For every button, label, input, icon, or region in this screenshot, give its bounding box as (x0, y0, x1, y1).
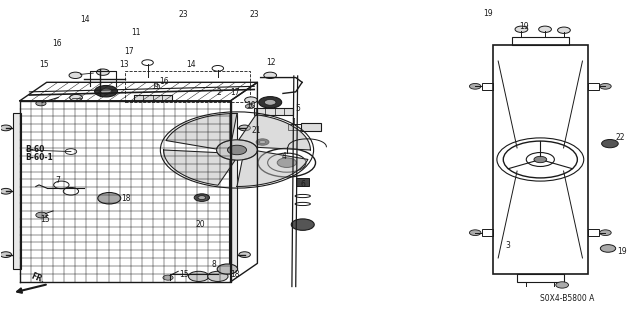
Bar (512, 37, 569, 45)
Text: 13: 13 (119, 60, 129, 69)
Circle shape (36, 101, 46, 106)
Circle shape (600, 230, 611, 235)
Text: 1: 1 (291, 117, 296, 127)
Circle shape (70, 94, 83, 101)
Circle shape (207, 271, 228, 281)
Text: 21: 21 (251, 126, 260, 135)
Bar (301, 123, 321, 131)
Circle shape (557, 27, 570, 33)
Circle shape (95, 85, 118, 97)
Circle shape (198, 196, 205, 199)
Text: 5: 5 (296, 104, 301, 113)
Circle shape (556, 282, 568, 288)
Text: 23: 23 (178, 10, 188, 19)
Text: 22: 22 (616, 133, 625, 142)
Bar (254, 108, 292, 115)
Text: 3: 3 (505, 241, 510, 250)
Circle shape (469, 230, 481, 235)
Circle shape (97, 69, 109, 75)
Circle shape (98, 193, 121, 204)
Bar (229, 114, 237, 269)
Text: 15: 15 (40, 215, 50, 224)
Circle shape (469, 84, 481, 89)
Text: 17: 17 (124, 47, 134, 56)
Circle shape (515, 26, 528, 33)
Bar (134, 95, 172, 101)
Text: 14: 14 (186, 60, 195, 69)
Circle shape (602, 139, 618, 148)
Text: 19: 19 (617, 247, 627, 256)
Circle shape (264, 100, 276, 105)
Circle shape (217, 264, 237, 274)
Text: 14: 14 (81, 15, 90, 24)
Text: FR.: FR. (29, 272, 46, 286)
Text: B-60: B-60 (25, 145, 44, 154)
Circle shape (600, 84, 611, 89)
Circle shape (163, 275, 173, 280)
Text: S0X4-B5800 A: S0X4-B5800 A (540, 294, 595, 303)
Text: 18: 18 (230, 270, 240, 279)
Text: 18: 18 (121, 194, 131, 203)
Bar (481, 229, 493, 236)
Circle shape (264, 72, 276, 78)
Text: 8: 8 (211, 260, 216, 270)
Text: 17: 17 (230, 88, 240, 97)
Text: 6: 6 (301, 181, 306, 189)
Polygon shape (239, 115, 310, 150)
Text: 15: 15 (39, 60, 49, 69)
Text: 19: 19 (519, 22, 529, 31)
Circle shape (539, 26, 552, 33)
Text: 11: 11 (132, 28, 141, 37)
Bar (493, 45, 588, 274)
Circle shape (245, 104, 254, 109)
Circle shape (100, 88, 112, 94)
Text: 16: 16 (52, 39, 61, 48)
Text: 20: 20 (195, 220, 205, 229)
Text: B-60-1: B-60-1 (25, 153, 52, 162)
Text: 23: 23 (250, 10, 259, 19)
Text: 12: 12 (266, 58, 275, 67)
Text: 15: 15 (151, 82, 161, 91)
Text: 7: 7 (55, 176, 60, 185)
Polygon shape (164, 150, 235, 185)
Circle shape (244, 97, 257, 103)
Circle shape (239, 125, 250, 131)
Circle shape (194, 194, 209, 201)
Circle shape (259, 140, 266, 144)
Circle shape (188, 271, 209, 281)
Text: 10: 10 (246, 101, 256, 110)
Bar (588, 83, 599, 90)
Circle shape (0, 125, 12, 131)
Circle shape (534, 156, 547, 163)
Text: 9: 9 (154, 82, 159, 91)
Circle shape (600, 245, 616, 252)
Bar (125, 70, 250, 102)
Polygon shape (237, 151, 308, 187)
Text: 19: 19 (483, 9, 492, 18)
Circle shape (256, 139, 269, 145)
Polygon shape (166, 114, 237, 149)
Circle shape (36, 212, 47, 218)
Bar (516, 274, 564, 282)
Text: 15: 15 (179, 270, 189, 279)
Circle shape (216, 140, 257, 160)
Bar (288, 124, 301, 130)
Circle shape (0, 252, 12, 257)
Text: 16: 16 (159, 77, 169, 86)
Circle shape (277, 158, 296, 167)
Circle shape (291, 219, 314, 230)
Circle shape (239, 252, 250, 257)
Circle shape (227, 145, 246, 155)
Circle shape (69, 72, 82, 78)
Bar (296, 178, 309, 187)
Text: 2: 2 (216, 88, 221, 97)
Bar (13, 114, 21, 269)
Bar (481, 83, 493, 90)
Bar (588, 229, 599, 236)
Text: 4: 4 (282, 152, 287, 161)
Circle shape (259, 97, 282, 108)
Circle shape (0, 189, 12, 194)
